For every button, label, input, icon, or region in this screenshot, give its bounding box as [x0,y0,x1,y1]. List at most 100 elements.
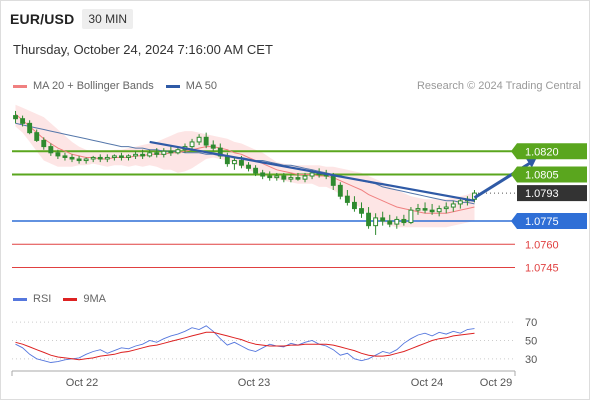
candle [210,140,216,152]
candle-body [48,146,54,154]
candle [41,137,47,150]
candle [90,155,96,163]
candle [436,205,442,217]
x-tick-label: Oct 22 [66,377,98,389]
candle-body [140,153,146,157]
candle-body [90,156,96,160]
candle-body [175,149,181,154]
symbol-label: EUR/USD [10,11,75,27]
ma20-swatch [13,84,27,88]
chart-header: EUR/USD 30 MIN [10,8,134,30]
candle [154,148,160,158]
candle [83,157,89,164]
candle [161,148,167,158]
candle [429,203,435,215]
x-tick-label: Oct 29 [480,377,512,389]
candle-body [161,150,167,155]
bollinger-bands [15,104,475,228]
candle [366,207,372,229]
x-tick-label: Oct 23 [238,377,270,389]
candle [111,154,117,161]
candle [76,155,82,164]
candle-body [210,144,216,149]
price-levels [12,150,515,268]
candle-body [415,208,421,211]
candle-body [401,218,407,224]
candle-body [147,152,153,157]
candle-body [380,217,386,222]
legend-rsi: RSI [13,293,51,305]
candle-body [97,156,103,160]
candle-body [118,155,124,158]
candle [373,213,379,235]
candle [48,143,54,156]
candle-body [69,156,75,160]
candle-body [429,209,435,213]
candle-body [422,208,428,211]
candle-body [387,220,393,225]
candle-body [260,172,266,177]
legend-ma50: MA 50 [165,80,217,92]
candle [62,152,68,161]
candle-body [281,175,287,180]
rsi-tick-label: 70 [525,317,537,329]
candle [196,134,202,146]
candle [27,120,33,135]
candle [394,216,400,229]
candle [457,197,463,209]
candle [274,172,280,181]
candle-body [126,155,131,158]
ma20-label: MA 20 + Bollinger Bands [33,80,154,92]
candle-body [337,184,343,197]
candle [295,172,301,181]
candle-body [154,152,160,155]
candle [302,172,308,183]
candle [380,211,386,226]
candle-body [168,150,174,154]
candle-body [309,172,315,177]
legend-ma20: MA 20 + Bollinger Bands [13,80,154,92]
ma9-label: 9MA [83,293,106,305]
candle [189,138,195,150]
candle [118,152,124,161]
rsi-legend: RSI 9MA [13,293,118,305]
candlesticks [13,110,477,235]
candle [246,162,251,172]
candle-body [408,209,414,224]
candle-body [83,158,89,162]
candle [55,149,61,159]
interval-badge[interactable]: 30 MIN [82,9,134,29]
candle [351,196,357,212]
candle [104,154,110,163]
candle [20,115,26,127]
candle [97,154,103,163]
candle-body [27,122,33,134]
candle-body [436,208,442,213]
rsi-tick-label: 30 [525,354,537,366]
candle-body [366,212,372,227]
rsi-line [15,325,475,363]
last-price-label: 1.0793 [525,188,559,200]
candle-body [246,164,251,169]
candle-body [351,201,357,210]
candle [443,202,449,214]
candle [422,202,428,214]
x-axis: Oct 22 Oct 23 Oct 24 Oct 29 [11,370,516,389]
candle [126,154,131,161]
candle [401,214,407,226]
candle-body [76,158,82,162]
candle-body [217,147,223,157]
candle-body [274,175,280,179]
ma50-swatch [165,84,180,88]
candle [147,149,153,158]
candle [450,200,456,212]
rsi-label: RSI [33,293,52,305]
candle-body [344,195,350,203]
candle [415,203,421,215]
candle [168,146,174,156]
price-tags: 1.0820 1.0805 1.0793 1.0775 1.0760 1.0745 [511,143,587,275]
candle [408,207,414,225]
candle-body [203,136,209,146]
candle [288,174,294,183]
